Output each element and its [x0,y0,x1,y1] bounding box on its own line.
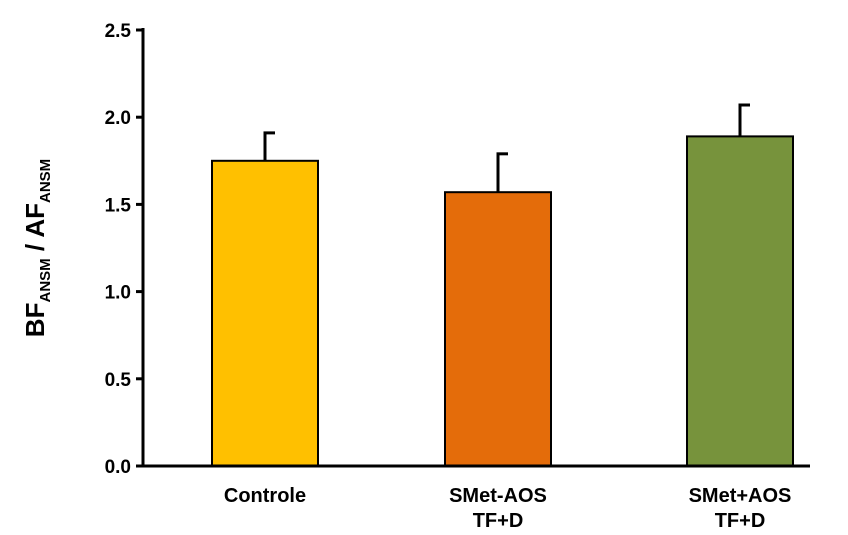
y-axis-title-subscript: ANSM [37,159,54,203]
y-axis-title-part: / AF [20,203,50,258]
category-labels: Controle SMet-AOS TF+D SMet+AOS TF+D [224,485,792,532]
y-tick-label: 1.5 [105,195,132,216]
y-tick-label: 0.5 [105,370,132,391]
y-axis-title-part: BF [20,303,50,338]
bars [211,103,794,468]
y-axis-title: BFANSM / AFANSM [20,159,54,337]
x-category-label: Controle [224,485,306,507]
y-axis-title-subscript: ANSM [37,258,54,302]
y-tick-label: 0.0 [105,457,131,478]
y-tick-label: 2.5 [105,21,132,42]
bar [686,135,794,467]
bar [444,191,552,468]
y-tick-label: 1.0 [105,283,131,304]
bar [211,159,319,468]
axes [141,28,810,468]
x-category-label-line: SMet+AOS [689,485,792,507]
x-category-label: SMet+AOS TF+D [689,485,792,532]
y-axis-label: BFANSM / AFANSM [20,159,54,337]
x-category-label-line: SMet-AOS [449,485,547,507]
x-category-label: SMet-AOS TF+D [449,485,547,532]
y-axis-ticks: 0.0 0.5 1.0 1.5 2.0 2.5 [105,21,143,478]
x-category-label-line: Controle [224,485,306,507]
y-tick-label: 2.0 [105,108,131,129]
x-category-label-line: TF+D [473,510,524,532]
x-category-label-line: TF+D [715,510,766,532]
